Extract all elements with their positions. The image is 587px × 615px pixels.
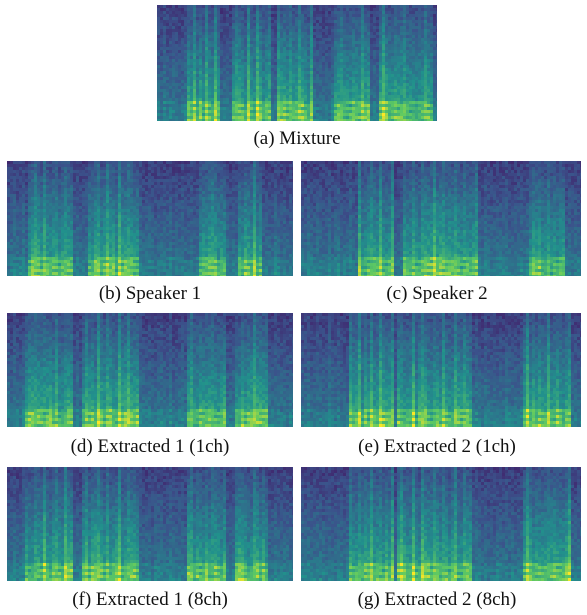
spectrogram-extracted-2-1ch: [301, 313, 581, 427]
caption-extracted-2-1ch: (e) Extracted 2 (1ch): [287, 436, 587, 458]
spectrogram-extracted-2-8ch: [301, 467, 581, 581]
spectrogram-mixture: [157, 5, 437, 121]
spectrogram-extracted-1-8ch: [7, 467, 293, 581]
caption-extracted-1-8ch: (f) Extracted 1 (8ch): [0, 589, 300, 611]
caption-extracted-1-1ch: (d) Extracted 1 (1ch): [0, 436, 300, 458]
spectrogram-speaker-2: [301, 161, 581, 276]
spectrogram-extracted-1-1ch: [7, 313, 293, 427]
caption-extracted-2-8ch: (g) Extracted 2 (8ch): [287, 589, 587, 611]
caption-mixture: (a) Mixture: [147, 128, 447, 150]
caption-speaker-1: (b) Speaker 1: [0, 283, 300, 305]
spectrogram-speaker-1: [7, 161, 293, 276]
caption-speaker-2: (c) Speaker 2: [287, 283, 587, 305]
